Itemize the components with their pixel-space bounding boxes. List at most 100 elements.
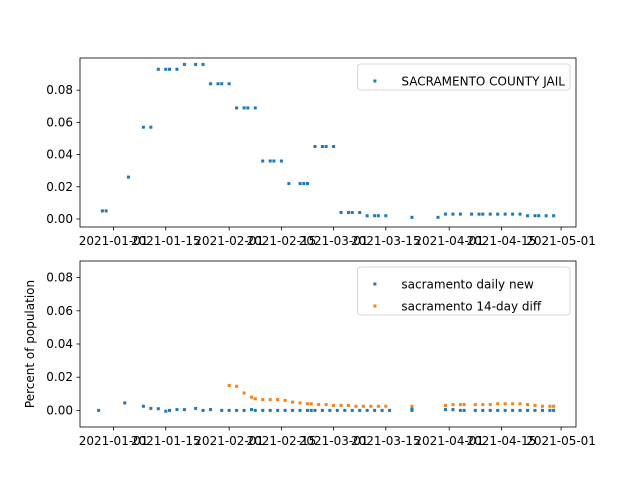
data-point: [350, 211, 354, 215]
data-point: [540, 408, 544, 412]
data-point: [182, 62, 186, 66]
data-point: [451, 408, 455, 412]
data-point: [194, 62, 198, 66]
x-tick-label: 2021-01-01: [79, 434, 149, 448]
data-point: [365, 408, 369, 412]
data-point: [533, 214, 537, 218]
data-point: [358, 408, 362, 412]
data-point: [175, 67, 179, 71]
y-tick-label: 0.02: [46, 180, 73, 194]
data-point: [309, 408, 313, 412]
data-point: [347, 211, 351, 215]
data-point: [324, 145, 328, 149]
data-point: [216, 82, 220, 86]
series-1: [227, 384, 556, 408]
data-point: [488, 408, 492, 412]
data-point: [141, 404, 145, 408]
data-point: [283, 408, 287, 412]
data-point: [283, 398, 287, 402]
data-point: [305, 402, 309, 406]
data-point: [253, 408, 257, 412]
data-point: [317, 403, 321, 407]
y-tick-label: 0.00: [46, 403, 73, 417]
data-point: [261, 159, 265, 163]
data-point: [235, 106, 239, 110]
y-tick-label: 0.04: [46, 337, 73, 351]
x-tick-label: 2021-04-15: [467, 434, 537, 448]
data-point: [496, 212, 500, 216]
data-point: [347, 403, 351, 407]
x-tick-label: 2021-02-15: [247, 434, 317, 448]
data-point: [540, 404, 544, 408]
data-point: [350, 408, 354, 412]
x-tick-label: 2021-05-01: [526, 234, 596, 248]
y-tick-label: 0.08: [46, 83, 73, 97]
data-point: [305, 182, 309, 186]
data-point: [443, 408, 447, 412]
x-tick-label: 2021-02-01: [194, 434, 264, 448]
x-tick-label: 2021-01-15: [131, 434, 201, 448]
data-point: [458, 212, 462, 216]
data-point: [533, 408, 537, 412]
data-point: [279, 159, 283, 163]
data-point: [97, 408, 101, 412]
data-point: [272, 159, 276, 163]
data-point: [276, 408, 280, 412]
data-point: [369, 404, 373, 408]
data-point: [518, 402, 522, 406]
data-point: [291, 400, 295, 404]
bottom-panel: 0.00 0.02 0.04 0.06 0.08 2021-01-012021-01-15…: [23, 260, 596, 448]
data-point: [458, 403, 462, 407]
data-point: [496, 402, 500, 406]
y-tick-label: 0.08: [46, 271, 73, 285]
data-point: [481, 212, 485, 216]
data-point: [384, 214, 388, 218]
data-point: [488, 403, 492, 407]
data-point: [209, 82, 213, 86]
data-point: [373, 408, 377, 412]
axes-frame: [79, 57, 577, 228]
data-point: [324, 403, 328, 407]
data-point: [410, 407, 414, 411]
data-point: [410, 215, 414, 219]
data-point: [149, 125, 153, 129]
data-point: [503, 212, 507, 216]
data-point: [126, 175, 130, 179]
data-point: [242, 391, 246, 395]
data-point: [302, 182, 306, 186]
data-point: [552, 408, 556, 412]
data-point: [320, 408, 324, 412]
data-point: [235, 408, 239, 412]
data-point: [451, 403, 455, 407]
data-point: [268, 159, 272, 163]
data-point: [220, 82, 224, 86]
legend-label: SACRAMENTO COUNTY JAIL: [401, 75, 565, 89]
data-point: [227, 408, 231, 412]
data-point: [518, 212, 522, 216]
data-point: [164, 67, 168, 71]
data-point: [511, 402, 515, 406]
data-point: [473, 408, 477, 412]
data-point: [220, 408, 224, 412]
y-tick-label: 0.00: [46, 212, 73, 226]
data-point: [261, 398, 265, 402]
data-point: [481, 408, 485, 412]
data-point: [335, 408, 339, 412]
data-point: [544, 214, 548, 218]
data-point: [123, 401, 127, 405]
legend-box: [356, 266, 571, 316]
data-point: [410, 404, 414, 408]
data-point: [358, 211, 362, 215]
data-point: [533, 403, 537, 407]
data-point: [156, 407, 160, 411]
data-point: [388, 408, 392, 412]
data-point: [443, 212, 447, 216]
data-point: [488, 212, 492, 216]
top-panel: 0.00 0.02 0.04 0.06 0.08 2021-01-012021-01-15…: [46, 57, 596, 248]
data-point: [276, 398, 280, 402]
data-point: [305, 408, 309, 412]
data-point: [518, 408, 522, 412]
data-point: [343, 408, 347, 412]
